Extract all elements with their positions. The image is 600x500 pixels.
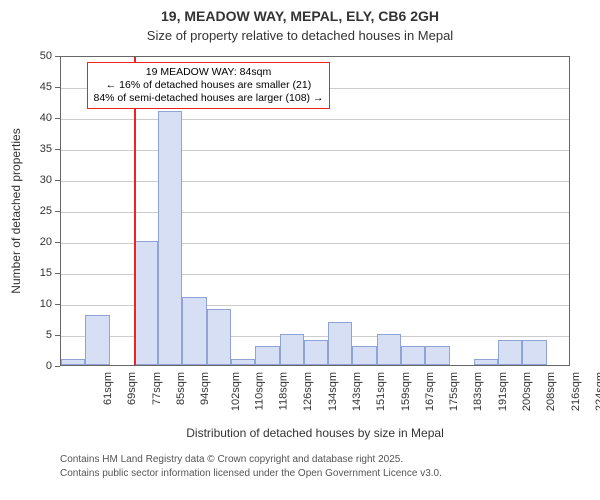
histogram-bar xyxy=(352,346,376,365)
ytick-label: 35 xyxy=(30,143,52,155)
plot-area: 19 MEADOW WAY: 84sqm← 16% of detached ho… xyxy=(60,56,570,366)
gridline xyxy=(61,150,569,151)
ytick-label: 5 xyxy=(30,329,52,341)
ytick-mark xyxy=(55,149,60,150)
ytick-mark xyxy=(55,335,60,336)
xtick-label: 200sqm xyxy=(521,372,533,411)
histogram-bar xyxy=(207,309,231,365)
ytick-label: 0 xyxy=(30,360,52,372)
gridline xyxy=(61,119,569,120)
xtick-label: 134sqm xyxy=(327,372,339,411)
histogram-bar xyxy=(304,340,328,365)
xtick-label: 167sqm xyxy=(424,372,436,411)
ytick-mark xyxy=(55,366,60,367)
xtick-label: 216sqm xyxy=(570,372,582,411)
xtick-label: 118sqm xyxy=(277,372,289,410)
histogram-bar xyxy=(231,359,255,365)
xtick-label: 183sqm xyxy=(473,372,485,411)
annotation-box: 19 MEADOW WAY: 84sqm← 16% of detached ho… xyxy=(87,62,331,109)
xtick-label: 159sqm xyxy=(400,372,412,411)
histogram-bar xyxy=(498,340,522,365)
histogram-bar xyxy=(255,346,279,365)
x-axis-label: Distribution of detached houses by size … xyxy=(60,426,570,440)
xtick-label: 102sqm xyxy=(230,372,242,411)
xtick-label: 85sqm xyxy=(175,372,187,405)
xtick-label: 143sqm xyxy=(351,372,363,411)
ytick-mark xyxy=(55,180,60,181)
chart-root: 19, MEADOW WAY, MEPAL, ELY, CB6 2GH Size… xyxy=(0,0,600,500)
ytick-mark xyxy=(55,118,60,119)
ytick-label: 50 xyxy=(30,50,52,62)
ytick-mark xyxy=(55,242,60,243)
histogram-bar xyxy=(522,340,546,365)
ytick-mark xyxy=(55,273,60,274)
xtick-label: 191sqm xyxy=(497,372,509,411)
xtick-label: 175sqm xyxy=(448,372,460,411)
xtick-label: 126sqm xyxy=(303,372,315,411)
histogram-bar xyxy=(280,334,304,365)
histogram-bar xyxy=(85,315,109,365)
ytick-label: 45 xyxy=(30,81,52,93)
footnote-line-2: Contains public sector information licen… xyxy=(60,468,442,479)
histogram-bar xyxy=(158,111,182,365)
annotation-line: 19 MEADOW WAY: 84sqm xyxy=(94,66,324,79)
footnote-line-1: Contains HM Land Registry data © Crown c… xyxy=(60,454,403,465)
ytick-mark xyxy=(55,56,60,57)
ytick-label: 15 xyxy=(30,267,52,279)
xtick-label: 69sqm xyxy=(126,372,138,405)
annotation-line: 84% of semi-detached houses are larger (… xyxy=(94,92,324,105)
y-axis-label: Number of detached properties xyxy=(9,111,23,311)
histogram-bar xyxy=(377,334,401,365)
chart-subtitle: Size of property relative to detached ho… xyxy=(0,28,600,43)
ytick-mark xyxy=(55,211,60,212)
xtick-label: 94sqm xyxy=(199,372,211,405)
chart-title: 19, MEADOW WAY, MEPAL, ELY, CB6 2GH xyxy=(0,8,600,24)
histogram-bar xyxy=(61,359,85,365)
ytick-mark xyxy=(55,87,60,88)
ytick-label: 10 xyxy=(30,298,52,310)
ytick-label: 25 xyxy=(30,205,52,217)
annotation-line: ← 16% of detached houses are smaller (21… xyxy=(94,79,324,92)
xtick-label: 110sqm xyxy=(253,372,265,410)
gridline xyxy=(61,212,569,213)
xtick-label: 151sqm xyxy=(375,372,387,411)
histogram-bar xyxy=(328,322,352,365)
xtick-label: 61sqm xyxy=(102,372,114,405)
xtick-label: 208sqm xyxy=(545,372,557,411)
histogram-bar xyxy=(401,346,425,365)
gridline xyxy=(61,181,569,182)
histogram-bar xyxy=(425,346,449,365)
xtick-label: 224sqm xyxy=(594,372,600,411)
ytick-label: 30 xyxy=(30,174,52,186)
histogram-bar xyxy=(134,241,158,365)
ytick-label: 20 xyxy=(30,236,52,248)
ytick-label: 40 xyxy=(30,112,52,124)
histogram-bar xyxy=(182,297,206,365)
xtick-label: 77sqm xyxy=(151,372,163,405)
ytick-mark xyxy=(55,304,60,305)
histogram-bar xyxy=(474,359,498,365)
